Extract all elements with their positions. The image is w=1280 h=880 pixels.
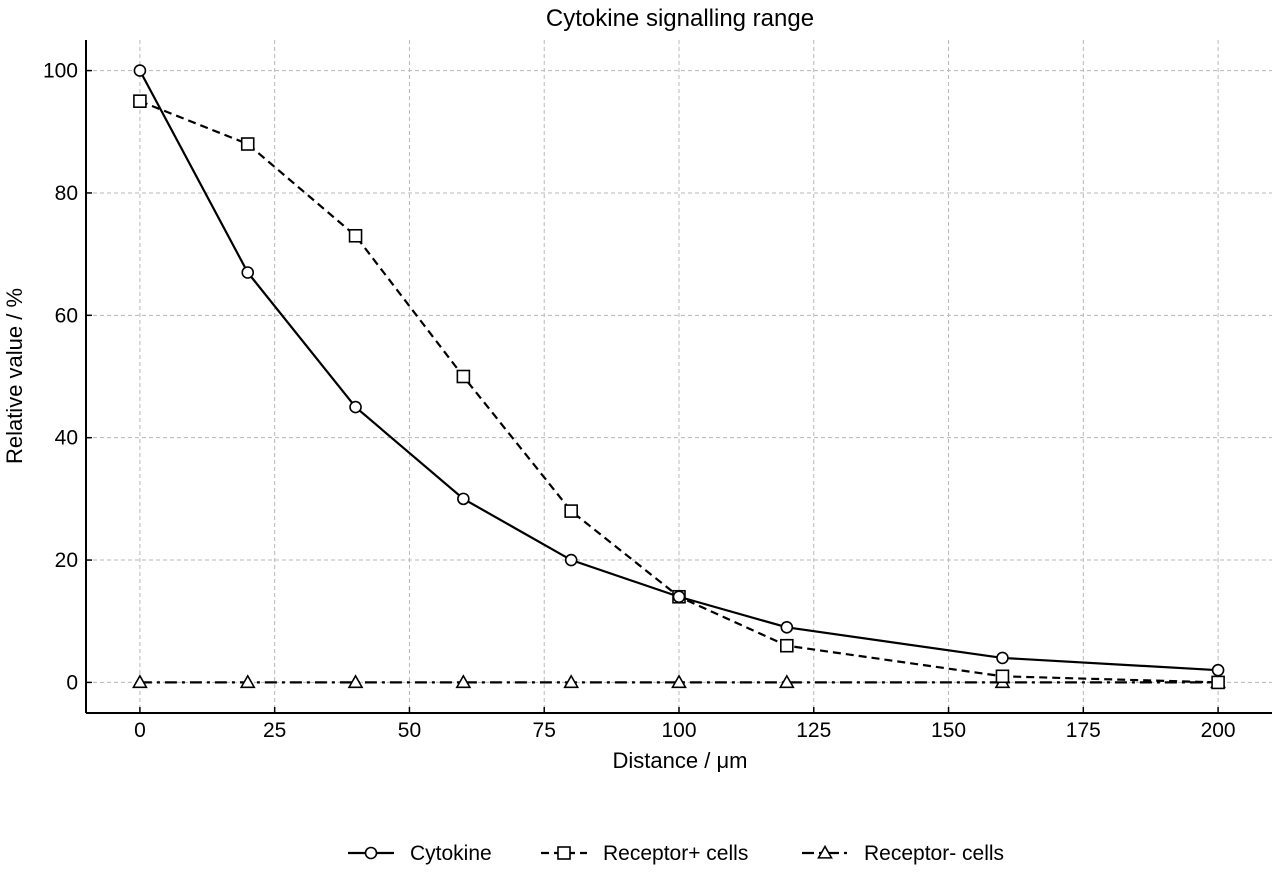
data-point <box>348 228 363 243</box>
data-point <box>671 674 687 689</box>
legend-item: Cytokine <box>348 842 492 865</box>
data-point <box>349 400 362 414</box>
x-tick-label: 0 <box>134 719 146 742</box>
y-tick-label: 0 <box>66 671 78 694</box>
legend-label: Cytokine <box>410 842 492 865</box>
legend-item: Receptor- cells <box>802 842 1004 865</box>
chart-title: Cytokine signalling range <box>546 5 814 32</box>
data-point <box>241 266 255 279</box>
data-point <box>1211 663 1225 677</box>
data-point <box>133 64 147 77</box>
data-point <box>239 674 256 689</box>
data-point <box>778 674 795 689</box>
x-tick-label: 200 <box>1201 719 1236 742</box>
legend-item: Receptor+ cells <box>541 842 748 865</box>
data-point <box>133 94 147 108</box>
data-point <box>456 369 471 384</box>
x-axis-label: Distance / μm <box>613 748 748 773</box>
data-point <box>672 590 686 604</box>
data-point <box>563 674 580 689</box>
legend-label: Receptor+ cells <box>603 842 748 865</box>
y-tick-label: 100 <box>43 60 78 83</box>
grid <box>86 40 1272 713</box>
data-point <box>132 674 148 689</box>
x-tick-label: 50 <box>398 719 421 742</box>
legend-marker <box>557 846 571 860</box>
data-point <box>995 669 1010 684</box>
data-point <box>347 674 364 689</box>
data-point <box>564 504 578 518</box>
legend-label: Receptor- cells <box>864 842 1004 865</box>
legend: Cytokine Receptor+ cells Receptor- cells <box>348 842 1004 865</box>
data-point <box>240 137 255 151</box>
y-tick-label: 20 <box>55 549 78 572</box>
x-tick-label: 175 <box>1066 719 1101 742</box>
x-tick-label: 150 <box>931 719 966 742</box>
series-receptor-cells <box>132 674 1226 689</box>
data-point <box>457 492 470 506</box>
legend-marker <box>817 844 833 859</box>
x-tick-label: 125 <box>796 719 831 742</box>
axes: 0 25 50 75 100 125 150 175 200 0 20 40 60 80 100 <box>43 40 1272 742</box>
y-tick-label: 60 <box>55 304 78 327</box>
data-point <box>564 553 578 567</box>
y-tick-label: 80 <box>55 182 78 205</box>
data-point <box>780 638 794 653</box>
data-point <box>996 651 1009 665</box>
data-point <box>455 674 472 689</box>
data-point <box>780 621 794 634</box>
series-receptor-cells <box>133 94 1225 690</box>
series-layer <box>132 64 1226 690</box>
y-tick-label: 40 <box>55 427 78 450</box>
x-tick-label: 25 <box>263 719 286 742</box>
series-line <box>139 100 1219 684</box>
legend-marker <box>364 846 378 860</box>
y-axis-label: Relative value / % <box>2 288 27 464</box>
data-point <box>1211 675 1225 690</box>
x-tick-label: 100 <box>661 719 696 742</box>
x-tick-label: 75 <box>533 719 556 742</box>
series-cytokine <box>133 64 1225 677</box>
